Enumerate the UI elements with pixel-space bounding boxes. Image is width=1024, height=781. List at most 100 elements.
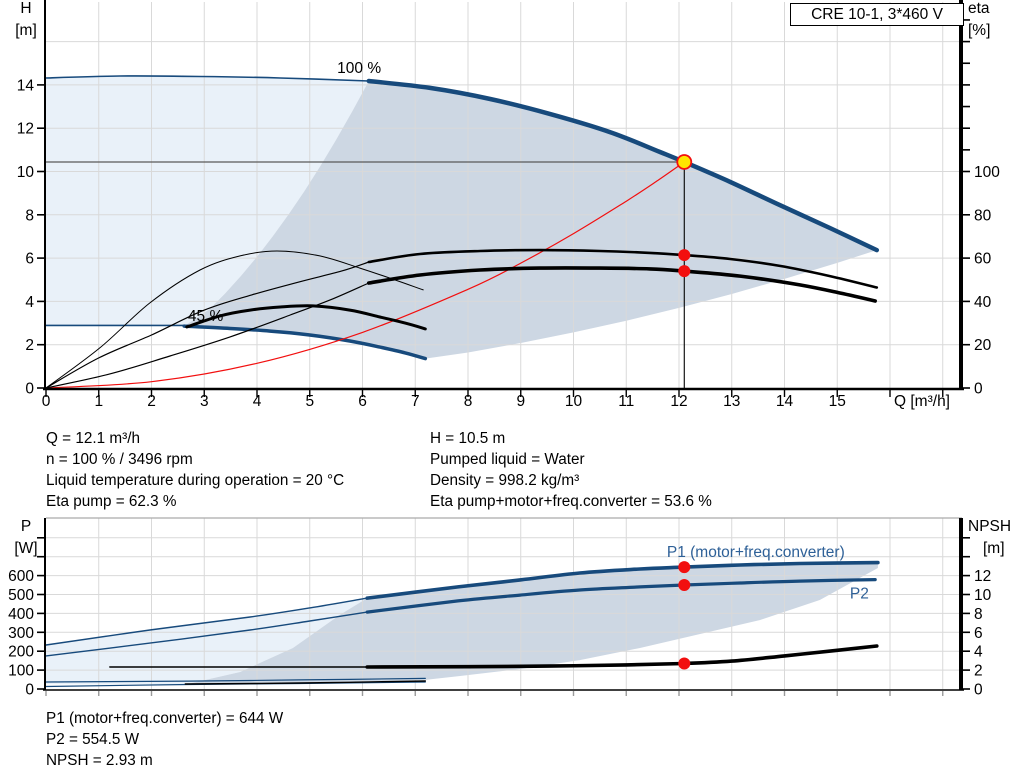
x-tick-label: 15 [829,393,846,410]
x-tick-label: 5 [305,393,314,410]
x-tick-label: 1 [94,393,103,410]
info-line-eta-total: Eta pump+motor+freq.converter = 53.6 % [430,493,712,510]
p1-curve-low [45,597,368,646]
y-right-axis-title: [%] [968,22,990,39]
x-tick-label: 14 [776,393,794,410]
p2-curve-label: P2 [850,585,869,602]
y-right-tick-label: 40 [974,294,992,311]
eta-pump-45 [45,250,424,389]
x-tick-label: 2 [147,393,156,410]
x-tick-label: 4 [253,393,262,410]
x-tick-label: 3 [200,393,209,410]
y-left-tick-label: 4 [25,294,34,311]
y-right-tick-label: 6 [974,625,983,642]
p1-curve [365,560,880,600]
y-right-tick-label: 60 [974,251,992,268]
npsh-marker [678,657,691,670]
y-left-tick-label: 14 [17,77,35,94]
eta-pump-100-low [45,261,370,389]
eta-total-45 [185,304,427,331]
power-envelope-low-flow [46,598,368,685]
y-right-tick-label: 2 [974,663,983,680]
info-line-speed: n = 100 % / 3496 rpm [46,451,193,468]
y-left-axis-title: H [20,0,31,17]
x-tick-label: 7 [411,393,420,410]
info-line-q: Q = 12.1 m³/h [46,430,140,447]
pump-curve-45 [182,324,428,361]
y-right-tick-label: 0 [974,381,983,398]
x-tick-label: 8 [464,393,473,410]
pump-title-box: CRE 10-1, 3*460 V [790,3,964,26]
x-tick-label: 13 [723,393,740,410]
y-right-tick-label: 8 [974,606,983,623]
eta-pump-100 [367,248,879,289]
y-left-tick-label: 10 [17,164,35,181]
y-right-tick-label: 100 [974,164,1000,181]
y-left-tick-label: 2 [25,337,34,354]
duty-info-left: Q = 12.1 m³/h n = 100 % / 3496 rpm Liqui… [46,428,344,512]
duty-point-marker [676,154,693,170]
speed-100-label: 100 % [337,60,381,77]
info-line-liquid: Pumped liquid = Water [430,451,585,468]
eta-total-100-low [45,282,370,389]
y-right-tick-label: 20 [974,337,992,354]
y-left-tick-label: 400 [8,606,34,623]
duty-info-right: H = 10.5 m Pumped liquid = Water Density… [430,428,712,512]
y-right-tick-label: 80 [974,207,992,224]
p2-curve-low [45,611,368,657]
x-axis-title: Q [m³/h] [894,393,950,410]
y-left-tick-label: 600 [8,568,34,585]
operating-envelope-duty [184,81,877,359]
y-right-axis-title: [m] [983,540,1005,557]
info-line-temperature: Liquid temperature during operation = 20… [46,472,345,489]
pump-curve-100-extension [45,75,370,82]
info-line-p1: P1 (motor+freq.converter) = 644 W [46,710,284,727]
y-right-tick-label: 10 [974,587,992,604]
npsh-curve [365,644,879,669]
x-tick-label: 12 [670,393,687,410]
eta-pump-marker [678,249,691,262]
y-left-tick-label: 100 [8,663,34,680]
eta-total-100 [367,266,877,303]
p1-marker [678,561,691,574]
x-tick-label: 11 [618,393,634,410]
y-left-axis-title: [m] [15,22,37,39]
pump-curve-100 [366,78,880,253]
y-left-tick-label: 6 [25,251,34,268]
npsh-curve-45 [184,680,426,685]
y-right-tick-label: 4 [974,644,983,661]
speed-45-label: 45 % [188,308,224,325]
x-tick-label: 0 [42,393,51,410]
power-info: P1 (motor+freq.converter) = 644 W P2 = 5… [46,708,283,771]
p1-curve-45 [45,677,426,683]
operating-envelope-low-flow [46,76,369,326]
y-left-tick-label: 0 [25,381,34,398]
pump-title: CRE 10-1, 3*460 V [811,5,943,23]
x-tick-label: 6 [358,393,367,410]
info-line-density: Density = 998.2 kg/m³ [430,472,580,489]
y-left-axis-title: [W] [14,540,37,557]
info-line-p2: P2 = 554.5 W [46,731,140,748]
y-left-axis-title: P [21,518,31,535]
power-envelope-duty [183,562,878,685]
y-left-tick-label: 8 [25,207,34,224]
eta-total-marker [678,265,691,278]
info-line-npsh: NPSH = 2.93 m [46,752,153,769]
x-tick-label: 9 [516,393,525,410]
y-right-tick-label: 0 [974,682,983,699]
p2-curve [365,578,877,614]
p1-curve-label: P1 (motor+freq.converter) [667,544,845,561]
x-tick-label: 10 [565,393,583,410]
info-line-eta-pump: Eta pump = 62.3 % [46,493,177,510]
y-left-tick-label: 12 [17,121,34,138]
similarity-parabola [45,161,685,389]
p2-marker [678,579,691,592]
y-left-tick-label: 300 [8,625,34,642]
y-left-tick-label: 200 [8,644,34,661]
y-left-tick-label: 500 [8,587,34,604]
info-line-head: H = 10.5 m [430,430,506,447]
y-right-axis-title: NPSH [968,518,1011,535]
y-right-axis-title: eta [968,0,990,17]
